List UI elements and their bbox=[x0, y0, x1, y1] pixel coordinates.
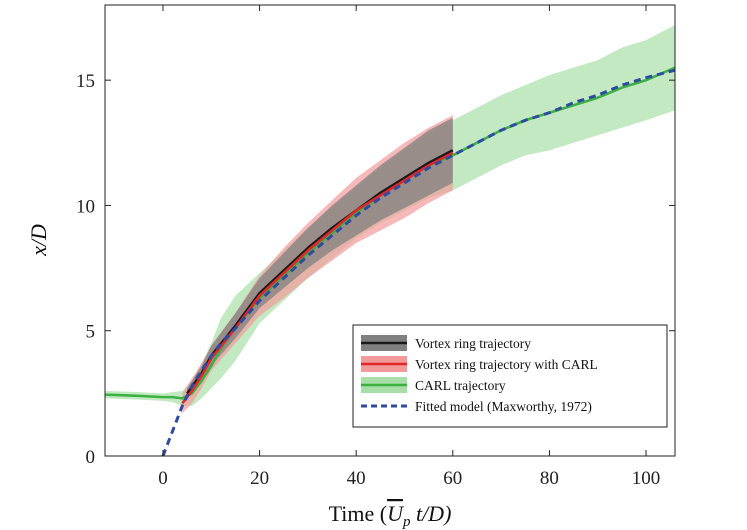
line-vortex-ring-trajectory-with-carl bbox=[181, 151, 454, 405]
legend-item-carl-trajectory: CARL trajectory bbox=[361, 377, 506, 393]
x-tick-label: 60 bbox=[443, 468, 462, 489]
x-axis-title: Time (Up t/D) bbox=[329, 501, 452, 530]
x-axis-prefix: Time ( bbox=[329, 501, 387, 526]
x-axis-p: p bbox=[402, 514, 411, 530]
y-axis-label: x/D bbox=[26, 224, 51, 257]
y-tick-label: 0 bbox=[86, 447, 96, 468]
legend-item-vortex-ring-trajectory-with-carl: Vortex ring trajectory with CARL bbox=[361, 356, 598, 372]
legend-item-fitted-model-maxworthy-1972: Fitted model (Maxworthy, 1972) bbox=[361, 399, 592, 414]
x-tick-label: 0 bbox=[158, 468, 168, 489]
plot-frame bbox=[104, 4, 676, 457]
x-tick-label: 40 bbox=[347, 468, 366, 489]
legend-label: Fitted model (Maxworthy, 1972) bbox=[415, 399, 592, 414]
legend-label: Vortex ring trajectory with CARL bbox=[415, 357, 598, 372]
legend: Vortex ring trajectory Vortex ring trajec… bbox=[352, 324, 668, 428]
x-tick-label: 100 bbox=[632, 468, 661, 489]
y-axis-title: x/D bbox=[26, 224, 51, 257]
x-axis-rest: t/D) bbox=[410, 501, 451, 526]
x-tick-label: 80 bbox=[540, 468, 559, 489]
legend-label: Vortex ring trajectory bbox=[415, 336, 531, 351]
x-tick-label: 20 bbox=[250, 468, 269, 489]
y-tick-label: 15 bbox=[76, 71, 95, 92]
legend-item-vortex-ring-trajectory: Vortex ring trajectory bbox=[361, 335, 531, 351]
line-fitted-model-maxworthy-1972 bbox=[161, 68, 675, 456]
x-axis-u: U bbox=[387, 501, 405, 526]
y-tick-label: 5 bbox=[86, 322, 96, 343]
y-tick-label: 10 bbox=[76, 196, 95, 217]
legend-label: CARL trajectory bbox=[415, 378, 506, 393]
